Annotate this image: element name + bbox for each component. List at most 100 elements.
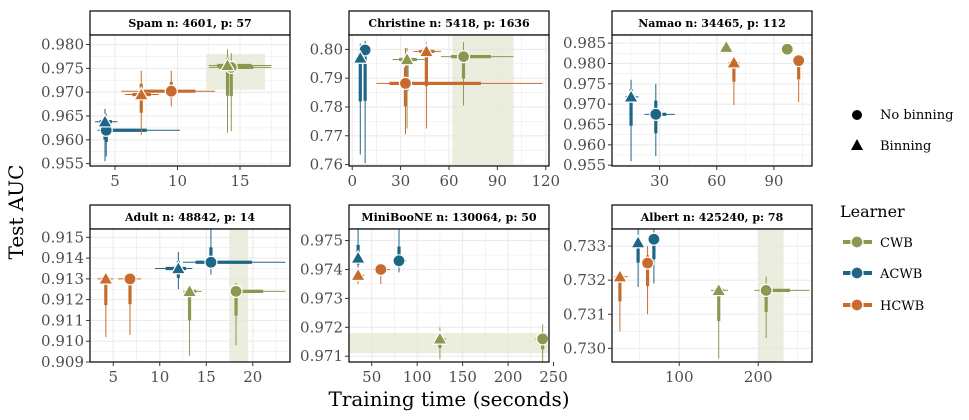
y-axis-title: Test AUC (4, 165, 28, 260)
acwb-no-binning-point (358, 43, 372, 57)
facet-strip (611, 204, 813, 230)
x-tick-label: 200 (494, 368, 523, 386)
y-tick-label: 0.970 (563, 95, 606, 113)
x-tick-label: 60 (707, 172, 726, 190)
facet-title: Christine n: 5418, p: 1636 (368, 17, 530, 30)
cwb-binning-point (718, 38, 735, 54)
acwb-no-binning-point (647, 232, 661, 246)
hcwb-binning-point (133, 86, 150, 101)
cwb-range-band (349, 333, 549, 354)
x-tick-label: 150 (448, 368, 477, 386)
y-tick-label: 0.965 (41, 107, 84, 125)
x-tick-label: 30 (391, 172, 410, 190)
cwb-binning-point (399, 51, 416, 66)
legend-label-acwb: ACWB (879, 267, 922, 282)
legend-shape-label-no-binning: No binning (880, 108, 953, 123)
x-axis-title: Training time (seconds) (328, 387, 569, 411)
x-tick-label: 15 (230, 172, 249, 190)
facet-strip (89, 10, 291, 36)
facet-strip (611, 10, 813, 36)
y-tick-label: 0.913 (41, 270, 84, 288)
hcwb-no-binning-point (640, 256, 655, 270)
hcwb-binning-point (350, 267, 367, 282)
acwb-binning-point (630, 234, 647, 249)
cwb-binning-point (219, 57, 236, 72)
acwb-no-binning-point (392, 254, 406, 268)
facet-panel-1: Spam n: 4601, p: 57 0.955 0.960 0.965 0.970 0… (41, 10, 291, 190)
facet-strip (348, 10, 550, 36)
cwb-no-binning-point (780, 42, 794, 56)
cwb-no-binning-point (456, 49, 471, 64)
legend: No binning Binning Learner CWB ACWB HCWB (840, 108, 953, 314)
acwb-binning-point (352, 49, 369, 64)
facet-title: Adult n: 48842, p: 14 (124, 211, 255, 224)
y-tick-label: 0.910 (41, 332, 84, 350)
facet-title: MiniBooNE n: 130064, p: 50 (361, 211, 536, 224)
hcwb-no-binning-point (123, 272, 137, 286)
panels-group: Spam n: 4601, p: 57 0.955 0.960 0.965 0.970 0… (41, 10, 813, 386)
y-tick-label: 0.975 (41, 59, 84, 77)
y-tick-label: 0.955 (41, 155, 84, 173)
x-tick-label: 90 (764, 172, 783, 190)
legend-shape-label-binning: Binning (880, 139, 931, 154)
y-tick-label: 0.732 (563, 271, 606, 289)
y-tick-label: 0.974 (300, 260, 343, 278)
x-tick-label: 50 (362, 368, 381, 386)
legend-key-acwb (843, 266, 872, 280)
y-tick-label: 0.970 (41, 83, 84, 101)
y-tick-label: 0.980 (563, 54, 606, 72)
facet-title: Albert n: 425240, p: 78 (640, 211, 784, 224)
panel-background (612, 35, 812, 166)
y-tick-label: 0.76 (310, 156, 343, 174)
panel-border (89, 34, 291, 167)
y-tick-label: 0.77 (310, 127, 343, 145)
x-tick-label: 15 (197, 368, 216, 386)
y-tick-label: 0.733 (563, 237, 606, 255)
hcwb-no-binning-point (164, 84, 178, 98)
y-tick-label: 0.965 (563, 116, 606, 134)
x-tick-label: 0 (347, 172, 357, 190)
y-tick-label: 0.78 (310, 98, 343, 116)
legend-shape-triangle (851, 139, 863, 150)
x-tick-label: 20 (243, 368, 262, 386)
hcwb-no-binning-point (374, 262, 388, 277)
hcwb-no-binning-point (398, 76, 413, 90)
cwb-binning-point (710, 282, 727, 297)
hcwb-binning-point (612, 268, 628, 283)
panel-plot-area (612, 229, 812, 362)
x-tick-label: 10 (168, 172, 187, 190)
y-tick-label: 0.731 (563, 305, 606, 323)
acwb-binning-point (96, 113, 114, 128)
y-tick-label: 0.960 (563, 136, 606, 154)
legend-key-cwb (843, 235, 872, 249)
hcwb-binning-point (97, 270, 114, 285)
legend-label-cwb: CWB (880, 236, 913, 251)
x-tick-label: 90 (488, 172, 507, 190)
cwb-binning-point (181, 283, 198, 298)
x-tick-label: 200 (744, 368, 773, 386)
panel-border (89, 228, 291, 363)
cwb-no-binning-point (229, 284, 243, 298)
y-tick-label: 0.914 (41, 249, 84, 267)
x-tick-label: 250 (539, 368, 568, 386)
y-tick-label: 0.730 (563, 339, 606, 357)
y-tick-label: 0.912 (41, 291, 84, 309)
y-tick-label: 0.915 (41, 228, 84, 246)
y-tick-label: 0.972 (300, 318, 343, 336)
x-tick-label: 5 (110, 172, 120, 190)
cwb-no-binning-point (536, 332, 549, 346)
facet-panel-6: Albert n: 425240, p: 78 0.730 0.731 0.732 0.… (563, 204, 813, 386)
cwb-binning-point (431, 330, 448, 345)
facet-panel-4: Adult n: 48842, p: 14 0.909 0.910 0.911 0.91… (41, 204, 291, 386)
panel-plot-area (349, 35, 549, 166)
y-tick-label: 0.79 (310, 69, 343, 87)
y-tick-label: 0.960 (41, 131, 84, 149)
acwb-binning-point (350, 249, 367, 264)
panel-border (348, 228, 550, 363)
y-tick-label: 0.80 (310, 40, 343, 58)
x-tick-label: 120 (531, 172, 560, 190)
x-tick-label: 5 (108, 368, 118, 386)
panel-plot-area (349, 229, 549, 362)
x-tick-label: 60 (439, 172, 458, 190)
facet-panel-3: Namao n: 34465, p: 112 0.955 0.960 0.965 0.9… (563, 10, 813, 190)
